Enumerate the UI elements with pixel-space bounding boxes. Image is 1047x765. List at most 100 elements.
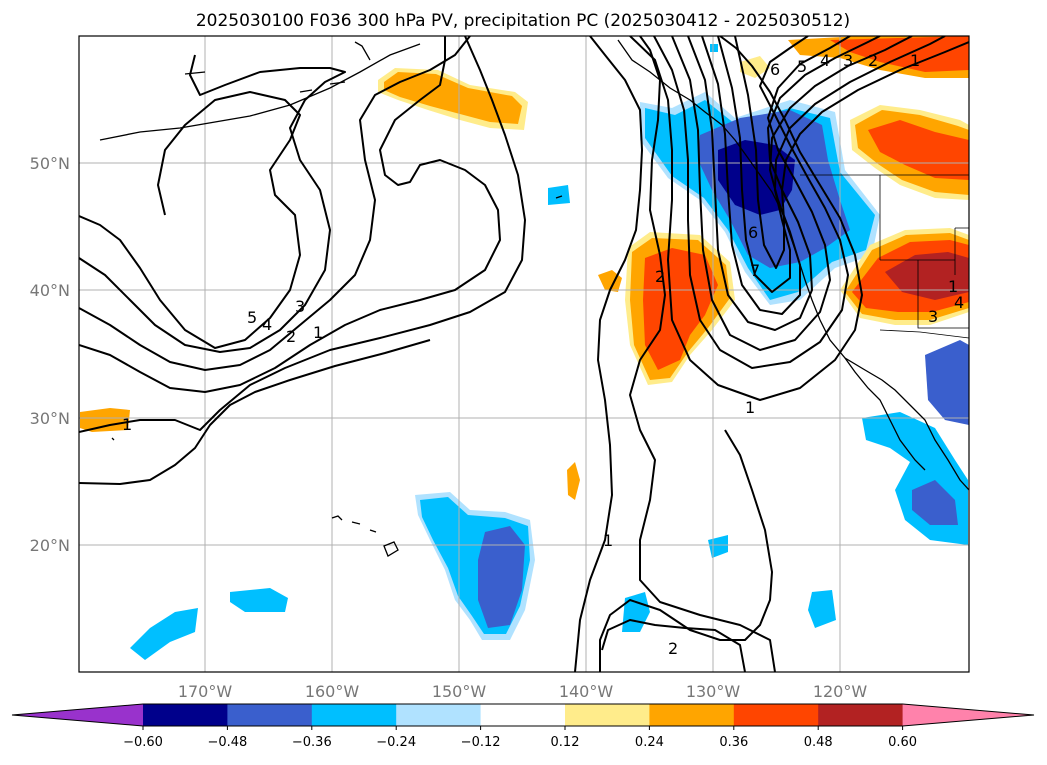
- longitude-labels: 170°W 160°W 150°W 140°W 130°W 120°W: [178, 682, 868, 701]
- colorbar-tick-label: −0.24: [376, 735, 416, 750]
- contour-label: 3: [928, 307, 938, 326]
- contour-label: 1: [910, 51, 920, 70]
- map-area: 5 4 3 2 1 1 1 2 6 5 4 3 2 1 2 1 6 7 3 4 …: [79, 36, 969, 672]
- lat-label: 50°N: [30, 154, 70, 173]
- contour-label: 5: [797, 57, 807, 76]
- lat-label: 30°N: [30, 409, 70, 428]
- pv-contour-pac-1: [79, 339, 431, 485]
- island-small: [111, 195, 563, 441]
- pc-orange-east-pacific: [80, 408, 130, 432]
- coast-alaska-peninsula: [99, 43, 421, 141]
- contour-label: 4: [954, 293, 964, 312]
- plot-title: 2025030100 F036 300 hPa PV, precipitatio…: [196, 11, 850, 31]
- colorbar-tick-label: 0.48: [804, 735, 833, 750]
- pv-contour-west-1: [79, 36, 526, 433]
- lon-label: 170°W: [178, 682, 233, 701]
- pc-darkred-us-west: [885, 252, 969, 300]
- colorbar-tick-label: 0.12: [551, 735, 580, 750]
- contour-label: 6: [748, 223, 758, 242]
- positive-pc-shading: [80, 36, 969, 500]
- border-states: [879, 175, 969, 329]
- pv-contour-trough-1b: [599, 429, 773, 672]
- coastlines: [99, 39, 969, 557]
- pv-contour-main-7: [734, 36, 969, 269]
- pc-red-north-bc: [830, 36, 969, 72]
- colorbar-segment: [565, 704, 650, 726]
- lon-label: 120°W: [813, 682, 868, 701]
- contour-label: 1: [603, 531, 613, 550]
- contour-label: 1: [313, 323, 323, 342]
- colorbar-extend-min: [12, 704, 143, 726]
- pv-contour-west-3: [79, 36, 471, 371]
- pc-orange-small-2: [598, 270, 622, 292]
- pc-red-canada: [868, 120, 969, 180]
- lon-label: 130°W: [686, 682, 741, 701]
- pc-blue-small-7: [710, 44, 718, 52]
- lon-label: 150°W: [432, 682, 487, 701]
- pv-contour-main-5: [701, 36, 913, 315]
- pv-contour-main-6: [717, 36, 946, 293]
- contour-label: 3: [843, 51, 853, 70]
- contour-labels: 5 4 3 2 1 1 1 2 6 5 4 3 2 1 2 1 6 7 3 4 …: [122, 51, 964, 658]
- colorbar-tick-label: 0.36: [719, 735, 748, 750]
- contour-label: 5: [247, 308, 257, 327]
- pc-red-central: [643, 248, 718, 370]
- pc-blue-small-1: [548, 185, 570, 205]
- pv-contour-main-3: [671, 36, 851, 351]
- pc-blue-small-2: [130, 608, 198, 660]
- colorbar-tick-label: 0.60: [888, 735, 917, 750]
- colorbar-segment: [143, 704, 228, 726]
- contour-label: 1: [122, 415, 132, 434]
- contour-label: 2: [286, 327, 296, 346]
- coast-baja: [844, 357, 926, 471]
- lon-label: 160°W: [305, 682, 360, 701]
- pv-contours: [79, 36, 969, 672]
- colorbar-segment: [818, 704, 904, 726]
- hawaii-islands: [331, 515, 399, 557]
- pc-blue-small-5: [808, 590, 836, 628]
- pv-contour-west-2: [79, 36, 501, 393]
- pv-contour-trough-2: [601, 619, 746, 672]
- negative-pc-shading: [130, 44, 969, 660]
- contour-label: 2: [668, 639, 678, 658]
- colorbar-segment: [311, 704, 397, 726]
- pv-contour-main-1: [629, 36, 863, 401]
- pv-contour-main-2: [653, 36, 849, 369]
- colorbar-extend-max: [902, 704, 1034, 726]
- pc-orange-small-1: [567, 462, 580, 500]
- colorbar-tick-label: −0.60: [123, 735, 163, 750]
- colorbar: −0.60 −0.48 −0.36 −0.24 −0.12 0.12 0.24 0.36 0.4…: [11, 703, 1035, 750]
- contour-label: 2: [868, 51, 878, 70]
- colorbar-tick-label: −0.12: [461, 735, 501, 750]
- contour-label: 7: [750, 261, 760, 280]
- latitude-labels: 50°N 40°N 30°N 20°N: [30, 154, 70, 555]
- contour-label: 4: [820, 51, 830, 70]
- colorbar-tick-label: 0.24: [635, 735, 664, 750]
- border-us-mexico: [879, 329, 969, 339]
- pc-blue-baja-core: [912, 480, 958, 525]
- colorbar-segment: [396, 704, 482, 726]
- contour-label: 2: [655, 267, 665, 286]
- contour-label: 6: [770, 60, 780, 79]
- pv-contour-trough-1: [574, 36, 643, 672]
- pc-blue-small-3: [230, 588, 288, 612]
- contour-label: 3: [295, 297, 305, 316]
- pc-blue-mexico: [925, 340, 969, 425]
- map-frame: [78, 35, 970, 673]
- lat-label: 20°N: [30, 536, 70, 555]
- contour-label: 4: [262, 315, 272, 334]
- coast-aleutians: [184, 41, 371, 93]
- pv-contour-west-5: [79, 91, 301, 349]
- lat-label: 40°N: [30, 281, 70, 300]
- colorbar-segment: [649, 704, 735, 726]
- pv-contour-trough-2b: [629, 36, 776, 672]
- pc-orange-west-gulf-core: [384, 72, 522, 124]
- colorbar-tick-label: −0.48: [207, 735, 247, 750]
- colorbar-tick-label: −0.36: [292, 735, 332, 750]
- pc-blue-hawaii-core: [478, 526, 525, 628]
- coast-north-america: [617, 39, 969, 491]
- colorbar-segment: [227, 704, 313, 726]
- contour-label: 1: [948, 277, 958, 296]
- colorbar-segment: [480, 704, 566, 726]
